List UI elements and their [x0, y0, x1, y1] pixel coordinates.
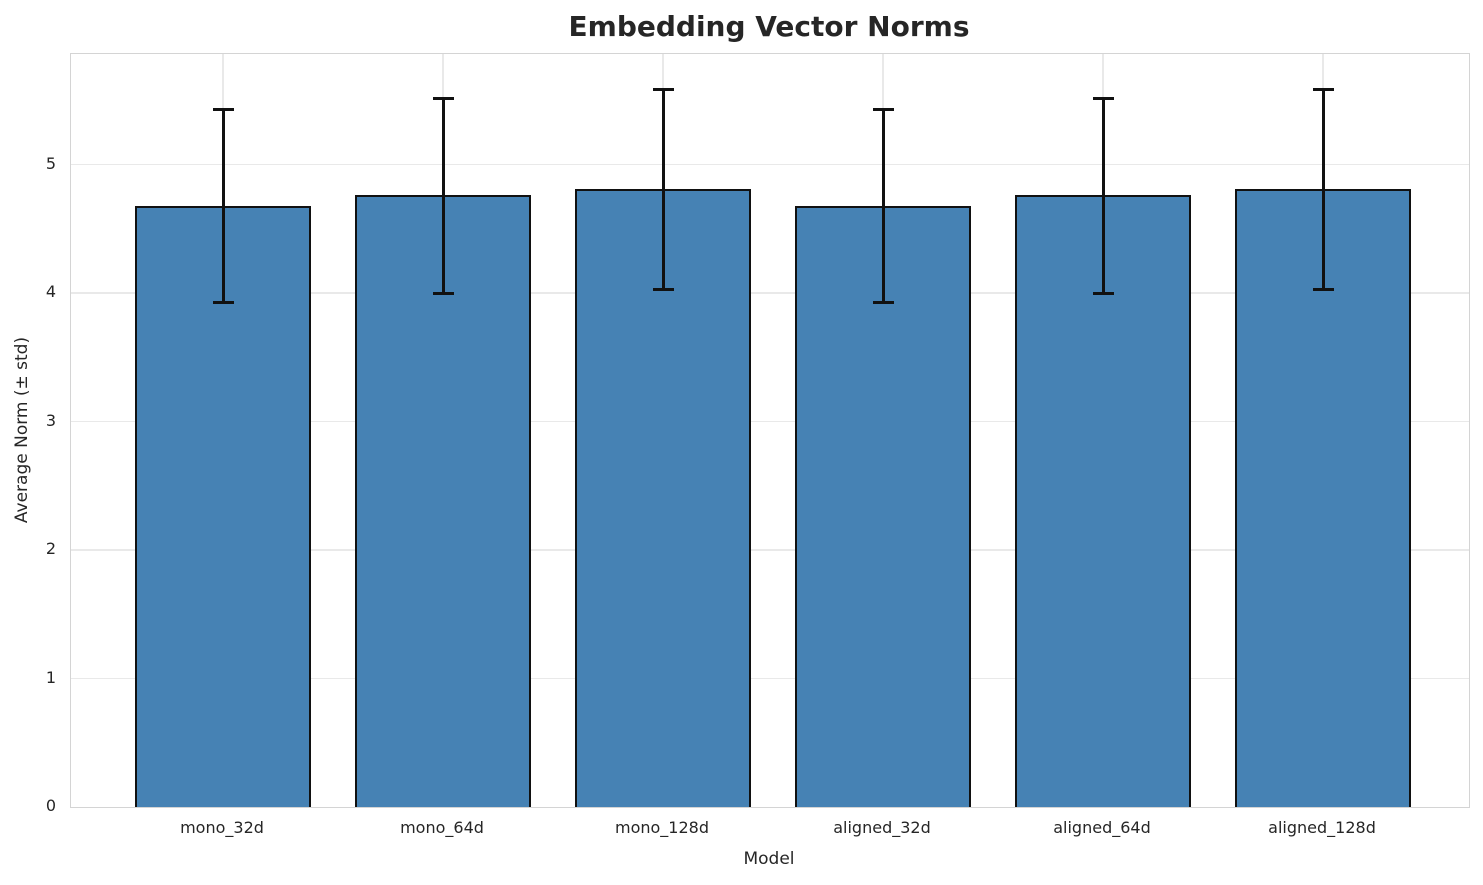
- y-gridline: [71, 549, 1469, 551]
- x-tick-label-aligned_64d: aligned_64d: [1053, 818, 1151, 837]
- error-cap-bottom: [1312, 288, 1334, 292]
- error-bar-mono_128d: [661, 88, 665, 290]
- y-gridline: [71, 677, 1469, 680]
- y-tick-label: 1: [45, 667, 56, 687]
- x-tick-label-aligned_32d: aligned_32d: [833, 818, 931, 837]
- bar-aligned_32d: [795, 205, 971, 807]
- bar-aligned_64d: [1015, 195, 1191, 807]
- bar-mono_128d: [575, 188, 751, 807]
- error-bar-aligned_64d: [1101, 97, 1105, 293]
- bar-aligned_128d: [1235, 188, 1411, 807]
- error-cap-bottom: [652, 288, 674, 292]
- y-tick-label: 0: [45, 796, 56, 815]
- x-tick-label-mono_32d: mono_32d: [180, 818, 264, 837]
- bar-mono_64d: [355, 195, 531, 807]
- y-gridline: [71, 163, 1469, 166]
- x-tick-label-mono_128d: mono_128d: [615, 818, 709, 837]
- error-cap-bottom: [872, 301, 894, 304]
- error-cap-bottom: [432, 292, 454, 295]
- plot-area: [70, 53, 1470, 808]
- y-axis-label: Average Norm (± std): [12, 336, 32, 524]
- bar-mono_32d: [135, 205, 311, 807]
- error-cap-top: [1312, 87, 1334, 91]
- error-bar-aligned_128d: [1321, 88, 1325, 290]
- chart-title: Embedding Vector Norms: [568, 10, 970, 43]
- y-gridline: [71, 292, 1469, 294]
- error-cap-top: [432, 96, 454, 100]
- error-bar-mono_64d: [441, 97, 445, 293]
- error-bar-mono_32d: [221, 109, 225, 302]
- x-tick-label-mono_64d: mono_64d: [400, 818, 484, 837]
- x-tick-label-aligned_128d: aligned_128d: [1268, 818, 1376, 837]
- x-axis-label: Model: [743, 849, 795, 869]
- error-cap-bottom: [1092, 292, 1114, 295]
- y-gridline: [71, 420, 1469, 423]
- error-cap-top: [652, 87, 674, 91]
- error-bar-aligned_32d: [881, 109, 885, 302]
- y-tick-label: 3: [45, 410, 56, 430]
- y-tick-label: 4: [45, 282, 56, 301]
- error-cap-top: [872, 108, 894, 112]
- error-cap-top: [1092, 96, 1114, 100]
- error-cap-top: [212, 108, 234, 112]
- error-cap-bottom: [212, 301, 234, 304]
- y-tick-label: 2: [45, 539, 56, 558]
- y-tick-label: 5: [45, 153, 56, 173]
